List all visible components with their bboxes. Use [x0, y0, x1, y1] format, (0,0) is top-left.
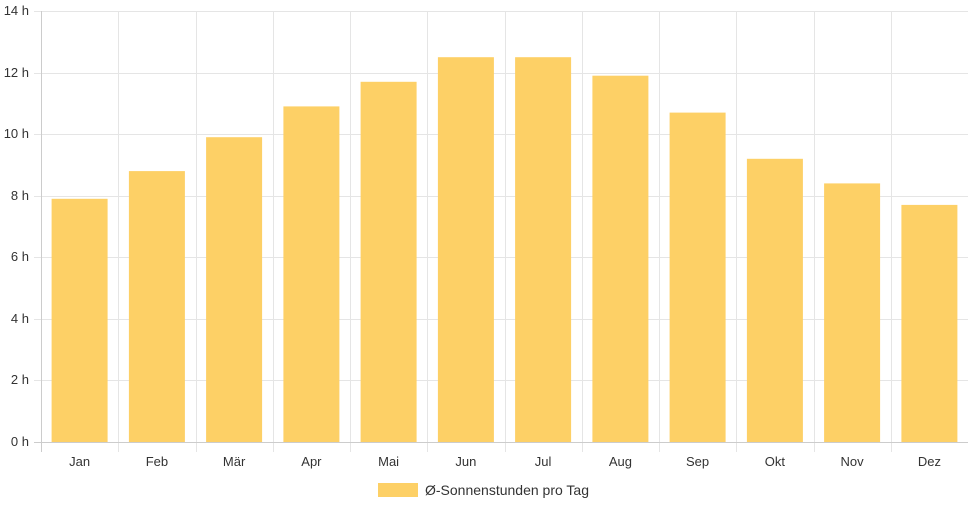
legend[interactable]: Ø-Sonnenstunden pro Tag	[378, 482, 589, 498]
x-tick-label: Dez	[918, 454, 941, 469]
bar-jan[interactable]	[51, 198, 108, 442]
x-tick-label: Feb	[146, 454, 168, 469]
bar-apr[interactable]	[283, 106, 340, 443]
x-tick-label: Jan	[69, 454, 90, 469]
x-tick-label: Jul	[535, 454, 552, 469]
y-tick-label: 2 h	[11, 372, 29, 387]
y-tick-label: 6 h	[11, 249, 29, 264]
x-tick-label: Jun	[455, 454, 476, 469]
bars	[51, 57, 958, 443]
y-tick-label: 14 h	[4, 3, 29, 18]
legend-label: Ø-Sonnenstunden pro Tag	[425, 482, 589, 498]
y-tick-label: 12 h	[4, 65, 29, 80]
bar-dez[interactable]	[901, 204, 958, 442]
x-axis-ticks: Jan Feb Mär Apr Mai Jun Jul Aug Sep Okt Nov Dez	[69, 454, 941, 469]
grid-lines	[34, 11, 968, 452]
x-tick-label: Mär	[223, 454, 246, 469]
x-tick-label: Sep	[686, 454, 709, 469]
bar-feb[interactable]	[128, 171, 185, 442]
legend-swatch	[378, 483, 418, 497]
bar-mai[interactable]	[360, 81, 417, 443]
y-tick-label: 8 h	[11, 188, 29, 203]
y-tick-label: 10 h	[4, 126, 29, 141]
bar-jun[interactable]	[437, 57, 494, 442]
y-tick-label: 0 h	[11, 434, 29, 449]
bar-sep[interactable]	[669, 112, 726, 442]
x-tick-label: Aug	[609, 454, 632, 469]
y-tick-label: 4 h	[11, 311, 29, 326]
bar-aug[interactable]	[592, 75, 649, 442]
y-axis-ticks: 0 h 2 h 4 h 6 h 8 h 10 h 12 h 14 h	[4, 3, 29, 449]
bar-nov[interactable]	[824, 183, 881, 442]
x-tick-label: Nov	[841, 454, 865, 469]
x-tick-label: Okt	[765, 454, 786, 469]
x-tick-label: Mai	[378, 454, 399, 469]
bar-jul[interactable]	[515, 57, 572, 442]
bar-okt[interactable]	[746, 158, 803, 443]
x-tick-label: Apr	[301, 454, 322, 469]
bar-mär[interactable]	[206, 137, 263, 442]
